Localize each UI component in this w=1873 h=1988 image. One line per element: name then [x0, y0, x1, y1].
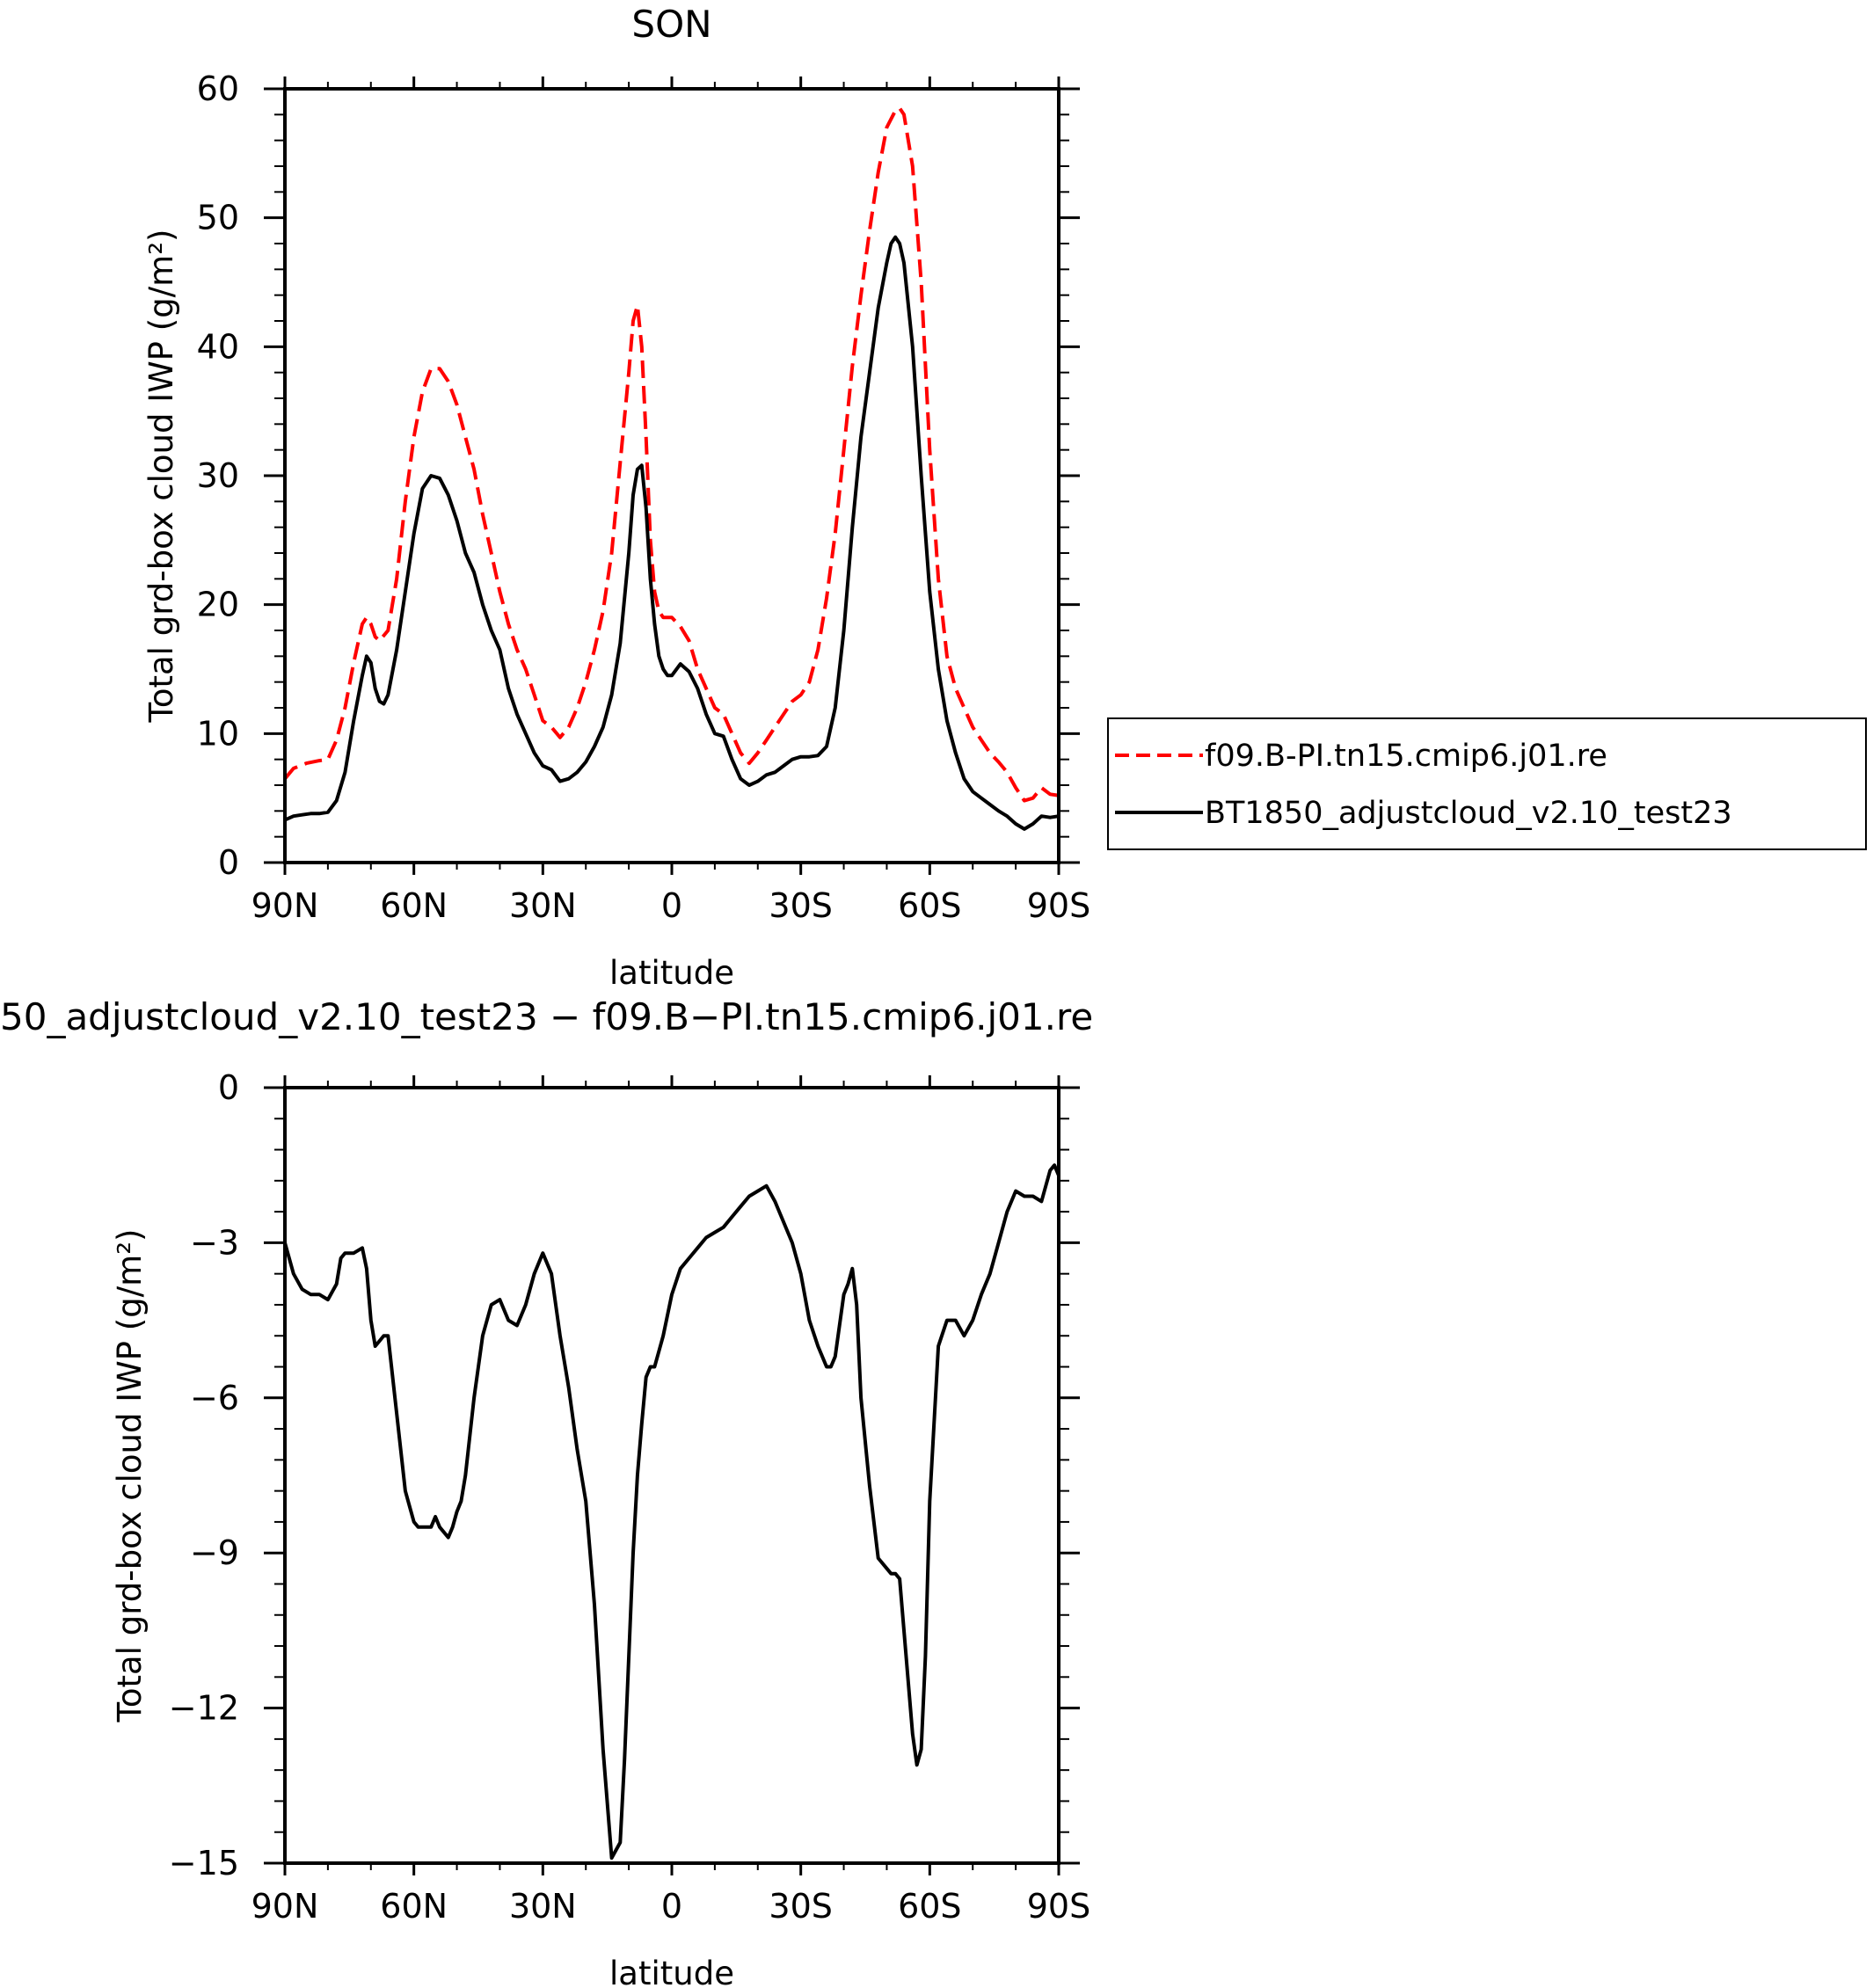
series-line-1-0 [283, 1163, 1060, 1861]
legend-entry-1: f09.B-PI.tn15.cmip6.j01.re [1205, 739, 1607, 774]
x-tick-label: 60S [898, 1887, 961, 1926]
x-tick-label: 0 [661, 1887, 682, 1926]
top-series-lines [283, 106, 1060, 831]
bottom-y-axis-label: Total grd-box cloud IWP (g/m²) [111, 1229, 149, 1723]
legend-box [1107, 717, 1867, 850]
bottom-plot-frame [283, 1086, 1060, 1865]
y-tick-label: −15 [169, 1844, 239, 1882]
bottom-panel-title: 50_adjustcloud_v2.10_test23 − f09.B−PI.t… [0, 995, 1093, 1038]
y-tick-label: −12 [169, 1689, 239, 1728]
x-tick-label: 60N [380, 886, 448, 925]
y-tick-label: 50 [197, 199, 239, 237]
x-tick-label: 30S [769, 886, 832, 925]
series-line-0-1 [284, 235, 1060, 831]
y-tick-label: 10 [197, 714, 239, 753]
x-tick-label: 90N [251, 1887, 319, 1926]
x-tick-label: 60S [898, 886, 961, 925]
x-tick-label: 30N [509, 1887, 577, 1926]
bottom-panel: 50_adjustcloud_v2.10_test23 − f09.B−PI.t… [0, 995, 1093, 1988]
y-tick-label: 0 [218, 1068, 239, 1107]
y-tick-label: 60 [197, 69, 239, 108]
x-tick-label: 60N [380, 1887, 448, 1926]
y-tick-label: 20 [197, 586, 239, 624]
x-tick-label: 30S [769, 1887, 832, 1926]
y-tick-label: 0 [218, 843, 239, 882]
y-tick-label: −3 [190, 1223, 239, 1262]
top-plot-frame [283, 87, 1060, 864]
y-tick-label: −9 [190, 1533, 239, 1572]
top-panel: SON 90N 60N 30N 0 30S 60S 90S 0 10 20 30 40 50 60 lat… [142, 3, 1867, 992]
bottom-axis-ticks: 90N 60N 30N 0 30S 60S 90S −15 −12 −9 −6 −3 0 [169, 1068, 1090, 1926]
y-tick-label: 40 [197, 327, 239, 366]
bottom-x-axis-label: latitude [609, 1955, 734, 1988]
x-tick-label: 30N [509, 886, 577, 925]
legend-entry-2: BT1850_adjustcloud_v2.10_test23 [1205, 796, 1732, 831]
y-tick-label: 30 [197, 456, 239, 495]
x-tick-label: 90S [1027, 886, 1090, 925]
legend: f09.B-PI.tn15.cmip6.j01.re BT1850_adjust… [1107, 717, 1867, 850]
bottom-series-lines [283, 1163, 1060, 1861]
y-tick-label: −6 [190, 1379, 239, 1417]
top-y-axis-label: Total grd-box cloud IWP (g/m²) [142, 229, 180, 724]
top-x-axis-label: latitude [609, 954, 734, 992]
x-tick-label: 90S [1027, 1887, 1090, 1926]
top-axis-ticks: 90N 60N 30N 0 30S 60S 90S 0 10 20 30 40 50 60 [197, 69, 1091, 925]
top-panel-title: SON [631, 3, 711, 46]
x-tick-label: 90N [251, 886, 319, 925]
x-tick-label: 0 [661, 886, 682, 925]
